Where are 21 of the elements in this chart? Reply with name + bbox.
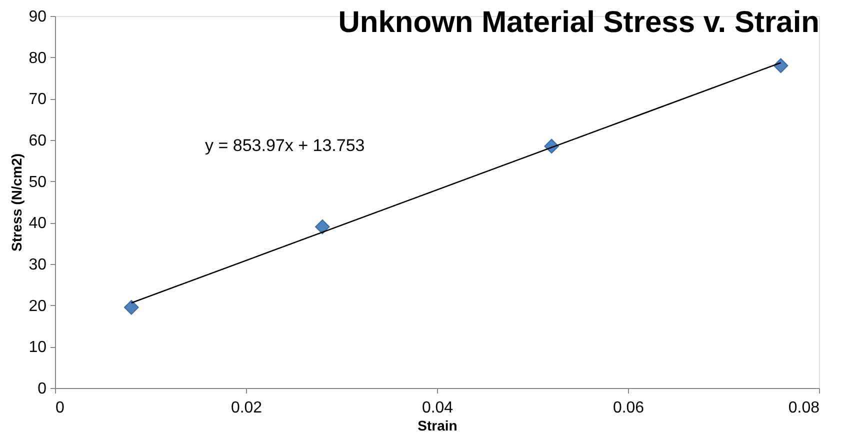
y-tick-label: 0 <box>38 380 47 398</box>
y-tick-label: 40 <box>28 215 47 232</box>
x-tick-label: 0.08 <box>788 400 820 416</box>
y-tick-label: 60 <box>28 132 47 150</box>
y-tick-label: 10 <box>28 339 47 356</box>
y-tick-label: 80 <box>28 50 47 67</box>
annotation: y = 853.97x + 13.753 <box>205 136 365 155</box>
x-axis-title: Strain <box>418 418 458 434</box>
y-tick-label: 20 <box>28 298 47 315</box>
y-tick-label: 70 <box>28 91 47 108</box>
point <box>124 300 139 315</box>
x-tick-label: 0.04 <box>422 400 454 416</box>
chart-title: Unknown Material Stress v. Strain <box>338 6 820 39</box>
y-axis-title: Stress (N/cm2) <box>8 153 25 252</box>
y-tick-label: 90 <box>28 8 47 26</box>
x-tick-label: 0.06 <box>612 400 644 416</box>
point <box>315 219 330 234</box>
x-tick-label: 0 <box>56 400 64 416</box>
x-tick-label: 0.02 <box>230 400 262 416</box>
y-tick-label: 50 <box>28 174 47 191</box>
y-tick-label: 30 <box>28 256 47 274</box>
